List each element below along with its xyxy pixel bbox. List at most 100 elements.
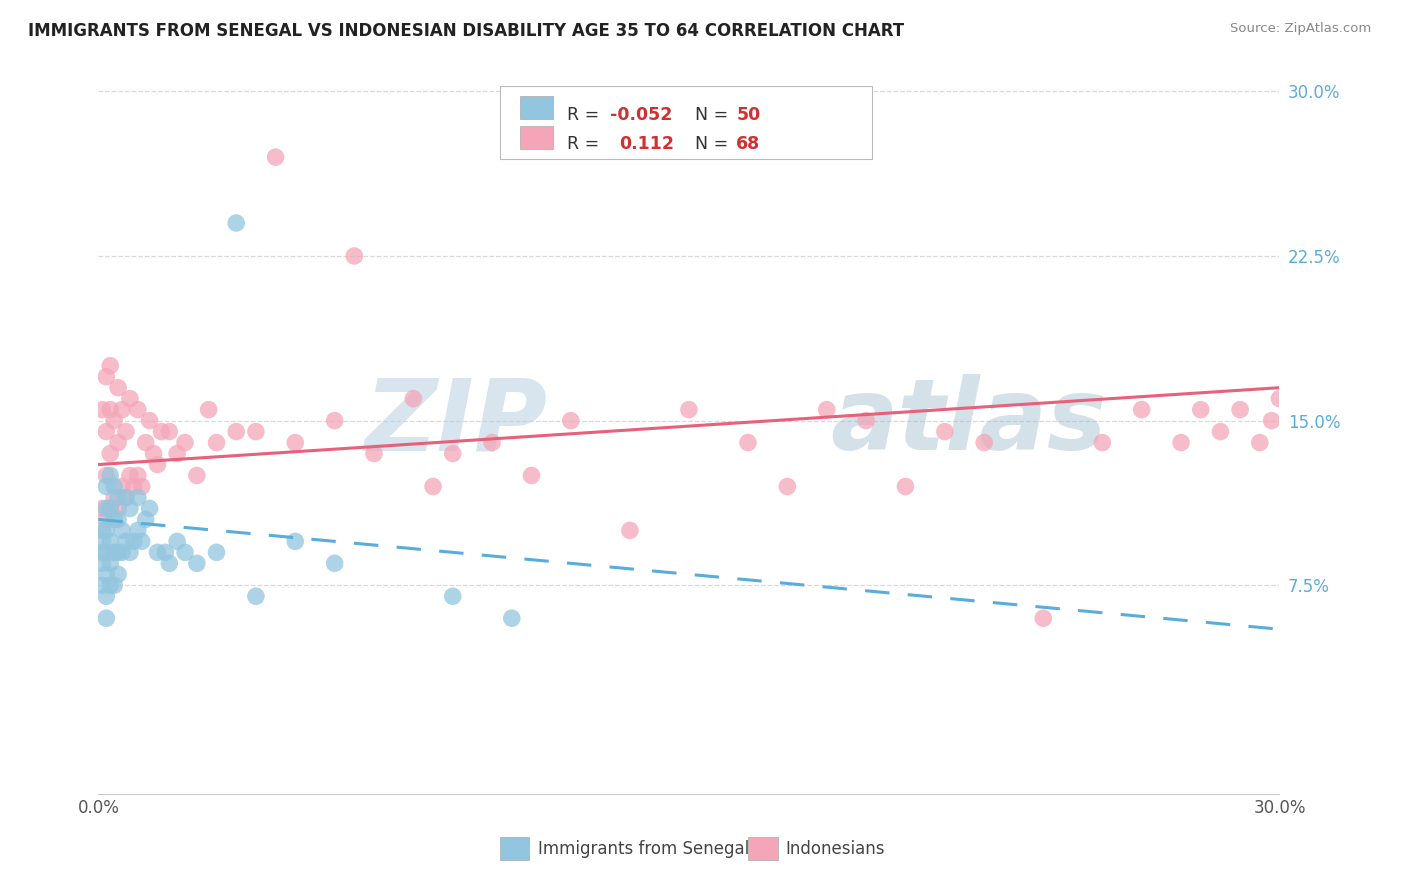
Point	[1189, 402, 1212, 417]
Point	[96, 501, 118, 516]
Point	[135, 512, 157, 526]
Point	[96, 512, 118, 526]
Point	[122, 479, 145, 493]
Point	[186, 468, 208, 483]
Point	[107, 501, 129, 516]
Point	[1260, 414, 1282, 428]
FancyBboxPatch shape	[520, 96, 553, 120]
Point	[96, 589, 118, 603]
Point	[127, 491, 149, 505]
Point	[115, 534, 138, 549]
Point	[96, 369, 118, 384]
Point	[91, 578, 114, 592]
Point	[98, 534, 121, 549]
Point	[155, 545, 177, 559]
Point	[1032, 611, 1054, 625]
Point	[402, 392, 425, 406]
Point	[146, 458, 169, 472]
Point	[323, 414, 346, 428]
Point	[91, 534, 114, 549]
Point	[174, 545, 197, 559]
Point	[96, 479, 118, 493]
Point	[103, 491, 125, 505]
Point	[91, 557, 114, 571]
Point	[1229, 402, 1251, 417]
Point	[441, 446, 464, 460]
Point	[131, 479, 153, 493]
Point	[98, 578, 121, 592]
Point	[98, 468, 121, 483]
Point	[115, 491, 138, 505]
Point	[98, 557, 121, 571]
Point	[363, 446, 385, 460]
Point	[1249, 435, 1271, 450]
Point	[225, 216, 247, 230]
Point	[205, 435, 228, 450]
Text: -0.052: -0.052	[610, 105, 672, 123]
Point	[96, 425, 118, 439]
Point	[107, 545, 129, 559]
Point	[107, 491, 129, 505]
Point	[96, 524, 118, 538]
Point	[107, 567, 129, 582]
Point	[619, 524, 641, 538]
Point	[103, 512, 125, 526]
Point	[91, 545, 114, 559]
Point	[111, 545, 134, 559]
Point	[111, 402, 134, 417]
Text: R =: R =	[567, 135, 616, 153]
FancyBboxPatch shape	[748, 838, 778, 860]
Point	[150, 425, 173, 439]
Point	[225, 425, 247, 439]
Point	[103, 545, 125, 559]
Point	[166, 534, 188, 549]
Point	[103, 414, 125, 428]
Point	[197, 402, 219, 417]
Point	[245, 589, 267, 603]
Point	[894, 479, 917, 493]
Point	[127, 468, 149, 483]
Point	[127, 524, 149, 538]
Point	[245, 425, 267, 439]
Point	[1170, 435, 1192, 450]
Text: 0.112: 0.112	[619, 135, 675, 153]
FancyBboxPatch shape	[501, 86, 872, 159]
Text: N =: N =	[695, 135, 734, 153]
Text: IMMIGRANTS FROM SENEGAL VS INDONESIAN DISABILITY AGE 35 TO 64 CORRELATION CHART: IMMIGRANTS FROM SENEGAL VS INDONESIAN DI…	[28, 22, 904, 40]
Point	[98, 359, 121, 373]
Point	[118, 501, 141, 516]
Text: 50: 50	[737, 105, 761, 123]
Point	[138, 501, 160, 516]
Point	[122, 534, 145, 549]
Point	[107, 435, 129, 450]
Point	[520, 468, 543, 483]
Point	[560, 414, 582, 428]
Point	[1130, 402, 1153, 417]
Text: N =: N =	[695, 105, 734, 123]
Point	[678, 402, 700, 417]
Text: R =: R =	[567, 105, 605, 123]
Text: 68: 68	[737, 135, 761, 153]
Point	[264, 150, 287, 164]
Point	[118, 468, 141, 483]
Point	[91, 501, 114, 516]
Text: Indonesians: Indonesians	[786, 840, 886, 858]
Point	[323, 557, 346, 571]
Text: atlas: atlas	[831, 375, 1107, 471]
Point	[115, 425, 138, 439]
Point	[118, 545, 141, 559]
Point	[1268, 392, 1291, 406]
Point	[91, 402, 114, 417]
Point	[118, 392, 141, 406]
Point	[157, 557, 180, 571]
Point	[146, 545, 169, 559]
Point	[481, 435, 503, 450]
Point	[127, 402, 149, 417]
Point	[142, 446, 165, 460]
Point	[934, 425, 956, 439]
Point	[422, 479, 444, 493]
Point	[815, 402, 838, 417]
Point	[441, 589, 464, 603]
Point	[284, 435, 307, 450]
Point	[501, 611, 523, 625]
